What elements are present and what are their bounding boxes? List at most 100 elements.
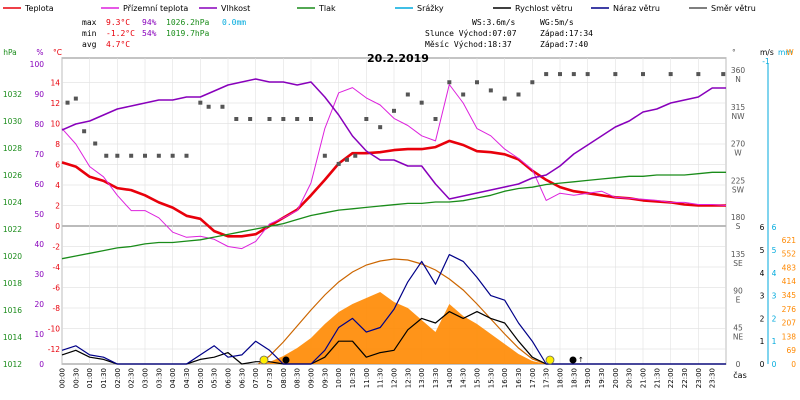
- axis-title-temperature: °C: [53, 48, 62, 57]
- tick-label-wind: 2: [760, 314, 765, 323]
- x-tick-label: 03:00: [142, 368, 150, 388]
- x-tick-label: 11:00: [363, 368, 371, 388]
- stats-rain: 0.0mm: [222, 18, 246, 27]
- chart-title: 20.2.2019: [367, 52, 429, 65]
- stats-max-temp: 9.3°C: [106, 18, 130, 27]
- wind-direction-point: [364, 117, 369, 121]
- wind-direction-point: [104, 153, 109, 158]
- stats-min-press: 1019.7hPa: [166, 29, 210, 38]
- solar-area: [258, 258, 547, 365]
- wind-direction-point: [392, 108, 396, 113]
- tick-label-rain: 3: [772, 292, 777, 301]
- tick-label-humidity: 100: [30, 60, 45, 69]
- wind-direction-marks: [65, 72, 726, 166]
- x-tick-label: 23:30: [709, 368, 717, 388]
- x-tick-label: 18:30: [570, 368, 578, 388]
- wind-direction-point: [475, 80, 479, 85]
- axis-title-wind: m/s: [760, 48, 774, 57]
- x-tick-label: 07:00: [252, 368, 260, 388]
- wind-direction-point: [65, 100, 70, 105]
- tick-label-direction: 0: [736, 360, 741, 369]
- tick-label-direction: 315: [731, 103, 746, 112]
- stats-avg-label: avg: [82, 40, 97, 49]
- tick-label-humidity: 50: [34, 210, 44, 219]
- tick-label-direction-name: SW: [732, 185, 745, 194]
- x-tick-label: 01:30: [100, 368, 108, 388]
- wind-direction-point: [585, 72, 590, 77]
- tick-label-humidity: 20: [34, 300, 44, 309]
- wind-direction-point: [721, 72, 726, 77]
- tick-label-temperature: 12: [50, 99, 60, 108]
- x-tick-label: 18:00: [557, 368, 565, 388]
- x-tick-label: 01:00: [86, 368, 94, 388]
- x-tick-labels: 00:00 00:30 01:00 01:30 02:00 02:30 03:00 03:30…: [59, 368, 747, 388]
- stats-max-label: max: [82, 18, 97, 27]
- wind-direction-point: [516, 92, 521, 97]
- tick-label-pressure: 1030: [3, 117, 22, 126]
- wind-direction-point: [156, 153, 161, 158]
- tick-label-temperature: -2: [53, 243, 61, 252]
- wind-direction-point: [93, 141, 98, 146]
- x-tick-label: 06:00: [225, 368, 233, 388]
- tick-label-humidity: 10: [34, 330, 44, 339]
- tick-label-pressure: 1012: [3, 360, 22, 369]
- wind-direction-point: [668, 72, 673, 77]
- stats-max-press: 1026.2hPa: [166, 18, 210, 27]
- x-tick-label: 00:00: [59, 368, 67, 388]
- tick-label-temperature: 0: [55, 222, 60, 231]
- tick-label-wind: 1: [760, 337, 765, 346]
- x-tick-label: 10:00: [335, 368, 343, 388]
- legend-label: Vlhkost: [221, 4, 250, 13]
- moonrise-marker: [569, 356, 577, 364]
- wind-direction-point: [558, 72, 562, 77]
- tick-label-direction-name: NE: [733, 332, 744, 341]
- x-axis-label: čas: [733, 370, 746, 380]
- tick-label-direction-name: SE: [733, 259, 743, 268]
- x-tick-label: 17:30: [543, 368, 551, 388]
- x-tick-label: 08:00: [280, 368, 288, 388]
- tick-label-humidity: 70: [34, 150, 44, 159]
- x-tick-label: 14:30: [460, 368, 468, 388]
- axis-title-solar: W: [786, 48, 794, 57]
- stats-min-temp: -1.2°C: [106, 29, 135, 38]
- wind-direction-point: [488, 88, 493, 93]
- wind-direction-point: [641, 72, 645, 77]
- tick-label-temperature: 6: [55, 161, 60, 170]
- axis-title-humidity: %: [36, 48, 43, 57]
- x-tick-label: 06:30: [238, 368, 246, 388]
- wind-direction-point: [433, 117, 438, 121]
- series-lines: [61, 78, 727, 365]
- wind-direction-point: [344, 157, 349, 162]
- tick-label-pressure: 1032: [3, 90, 22, 99]
- astro-ws: WS:3.6m/s: [472, 18, 516, 27]
- legend: Teplota Přízemní teplota Vlhkost Tlak Srážky…: [3, 4, 756, 13]
- legend-label: Náraz větru: [613, 4, 660, 13]
- tick-label-temperature: -4: [53, 263, 61, 272]
- x-tick-label: 20:30: [626, 368, 634, 388]
- legend-label: Přízemní teplota: [123, 4, 188, 13]
- stats-block: max 9.3°C 94% 1026.2hPa 0.0mm min -1.2°C…: [82, 18, 246, 49]
- legend-label: Srážky: [417, 4, 444, 13]
- x-tick-label: 10:30: [349, 368, 357, 388]
- wind-direction-point: [170, 153, 175, 158]
- tick-label-solar: 483: [782, 263, 797, 272]
- x-tick-label: 12:00: [391, 368, 399, 388]
- tick-label-solar: 345: [782, 291, 797, 300]
- x-tick-label: 00:30: [72, 368, 80, 388]
- tick-label-temperature: 14: [50, 79, 60, 88]
- wind-direction-point: [571, 72, 576, 77]
- tick-label-humidity: 80: [34, 120, 44, 129]
- axes: hPa% °C1012101410161018102010221024102610…: [3, 48, 796, 369]
- tick-label-direction-name: W: [734, 149, 742, 158]
- tick-label-direction-name: S: [736, 222, 741, 231]
- wind-direction-point: [336, 161, 341, 166]
- tick-label-temperature: -6: [53, 284, 61, 293]
- stats-min-label: min: [82, 29, 97, 38]
- tick-label-wind: 0: [760, 360, 765, 369]
- x-tick-label: 19:00: [584, 368, 592, 388]
- x-tick-label: 21:30: [653, 368, 661, 388]
- tick-label-direction-name: E: [736, 296, 741, 305]
- tick-label-wind: 6: [760, 223, 765, 232]
- x-tick-label: 15:30: [487, 368, 495, 388]
